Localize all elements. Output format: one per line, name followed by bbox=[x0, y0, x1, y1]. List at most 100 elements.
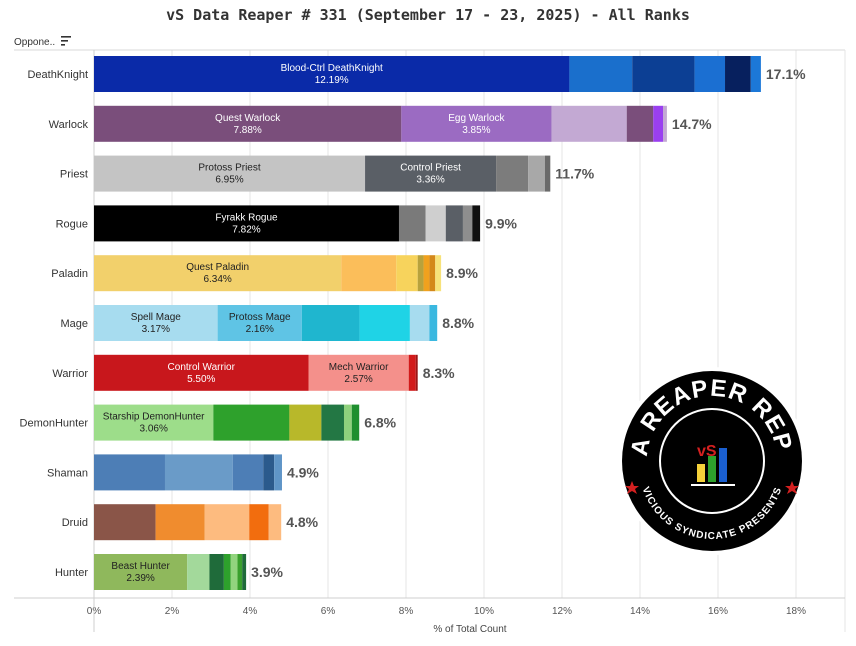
segment-value-label: 3.36% bbox=[416, 175, 444, 186]
row-total-label: 8.9% bbox=[446, 265, 478, 281]
row-label-warlock: Warlock bbox=[49, 119, 89, 131]
x-tick-label: 2% bbox=[165, 606, 180, 617]
segment-name-label: Control Warrior bbox=[168, 362, 236, 373]
bar-segment bbox=[429, 255, 436, 292]
row-label-paladin: Paladin bbox=[51, 268, 88, 280]
row-total-label: 4.9% bbox=[287, 464, 319, 480]
segment-value-label: 2.57% bbox=[344, 374, 372, 385]
bar-segment bbox=[694, 56, 726, 92]
bar-segment bbox=[204, 504, 250, 541]
bar-segment bbox=[242, 554, 247, 590]
row-total-label: 11.7% bbox=[555, 166, 594, 182]
bar-segment bbox=[551, 105, 627, 142]
bar-segment bbox=[94, 205, 399, 242]
segment-value-label: 3.85% bbox=[462, 125, 490, 136]
bar-segment bbox=[94, 56, 570, 92]
bar-segment bbox=[187, 554, 210, 590]
bar-segment bbox=[232, 454, 264, 491]
row-label-mage: Mage bbox=[60, 318, 88, 330]
bar-segment bbox=[425, 205, 446, 242]
row-label-druid: Druid bbox=[62, 517, 88, 529]
bar-segment bbox=[462, 205, 473, 242]
bar-segment bbox=[155, 504, 205, 541]
bar-segment bbox=[321, 404, 344, 441]
segment-name-label: Quest Warlock bbox=[215, 113, 281, 124]
bar-segment bbox=[94, 255, 342, 292]
bar-segment bbox=[653, 105, 664, 142]
bar-segment bbox=[94, 105, 402, 142]
bar-segment bbox=[268, 504, 282, 541]
bar-segment bbox=[94, 504, 156, 541]
bar-segment bbox=[217, 305, 302, 341]
bar-segment bbox=[435, 255, 442, 292]
row-label-warrior: Warrior bbox=[52, 368, 88, 380]
bar-segment bbox=[94, 155, 366, 192]
segment-name-label: Starship DemonHunter bbox=[103, 412, 205, 423]
sort-descending-icon[interactable] bbox=[60, 35, 72, 47]
segment-value-label: 7.82% bbox=[232, 224, 260, 235]
segment-name-label: Protoss Mage bbox=[229, 312, 291, 323]
chart-title: vS Data Reaper # 331 (September 17 - 23,… bbox=[166, 6, 690, 24]
bar-segment bbox=[725, 56, 751, 92]
row-label-rogue: Rogue bbox=[56, 218, 88, 230]
bar-segment bbox=[164, 454, 233, 491]
row-label-priest: Priest bbox=[60, 169, 88, 181]
segment-value-label: 12.19% bbox=[315, 75, 349, 86]
row-total-label: 17.1% bbox=[766, 66, 806, 82]
x-tick-label: 8% bbox=[399, 606, 414, 617]
bar-segment bbox=[341, 255, 397, 292]
bar-segment bbox=[274, 454, 282, 491]
bar-segment bbox=[472, 205, 481, 242]
bar-segment bbox=[237, 554, 243, 590]
x-tick-label: 10% bbox=[474, 606, 494, 617]
bar-segment bbox=[213, 404, 290, 441]
bar-segment bbox=[417, 255, 424, 292]
segment-value-label: 5.50% bbox=[187, 374, 215, 385]
x-axis-title: % of Total Count bbox=[433, 624, 506, 635]
segment-name-label: Egg Warlock bbox=[448, 113, 505, 124]
segment-name-label: Mech Warrior bbox=[329, 362, 389, 373]
bar-segment bbox=[429, 305, 438, 341]
bar-segment bbox=[351, 404, 360, 441]
segment-value-label: 6.95% bbox=[215, 175, 243, 186]
segment-name-label: Blood-Ctrl DeathKnight bbox=[281, 63, 383, 74]
row-label-deathknight: DeathKnight bbox=[27, 69, 88, 81]
segment-value-label: 3.06% bbox=[139, 424, 167, 435]
bar-segment bbox=[249, 504, 269, 541]
row-label-hunter: Hunter bbox=[55, 567, 88, 579]
data-reaper-report-logo: DATA REAPER REPORT VICIOUS SYNDICATE PRE… bbox=[617, 366, 806, 555]
bar-segment bbox=[359, 305, 410, 341]
x-tick-label: 4% bbox=[243, 606, 258, 617]
row-total-label: 8.3% bbox=[423, 365, 455, 381]
segment-name-label: Beast Hunter bbox=[111, 561, 170, 572]
bar-segment bbox=[496, 155, 529, 192]
bar-segment bbox=[626, 105, 654, 142]
segment-value-label: 2.39% bbox=[126, 573, 154, 584]
row-total-label: 9.9% bbox=[485, 215, 517, 231]
row-total-label: 6.8% bbox=[364, 415, 396, 431]
bar-segment bbox=[396, 255, 418, 292]
x-tick-label: 18% bbox=[786, 606, 806, 617]
opponent-filter-label[interactable]: Oppone.. bbox=[14, 37, 56, 48]
segment-name-label: Control Priest bbox=[400, 163, 461, 174]
segment-value-label: 3.17% bbox=[142, 324, 170, 335]
bar-segment bbox=[289, 404, 322, 441]
row-label-demonhunter: DemonHunter bbox=[20, 418, 89, 430]
segment-value-label: 7.88% bbox=[233, 125, 261, 136]
x-tick-label: 14% bbox=[630, 606, 650, 617]
segment-name-label: Spell Mage bbox=[131, 312, 181, 323]
segment-name-label: Fyrakk Rogue bbox=[215, 212, 278, 223]
bar-segment bbox=[663, 105, 667, 142]
bar-segment bbox=[301, 305, 360, 341]
bar-segment bbox=[94, 554, 188, 590]
bar-segment bbox=[544, 155, 551, 192]
segment-value-label: 6.34% bbox=[203, 274, 231, 285]
bar-segment bbox=[94, 454, 165, 491]
x-tick-label: 6% bbox=[321, 606, 336, 617]
segment-value-label: 2.16% bbox=[246, 324, 274, 335]
bar-segment bbox=[223, 554, 231, 590]
segment-name-label: Protoss Priest bbox=[198, 163, 260, 174]
row-label-shaman: Shaman bbox=[47, 467, 88, 479]
bar-segment bbox=[94, 305, 218, 341]
bar-segment bbox=[263, 454, 275, 491]
